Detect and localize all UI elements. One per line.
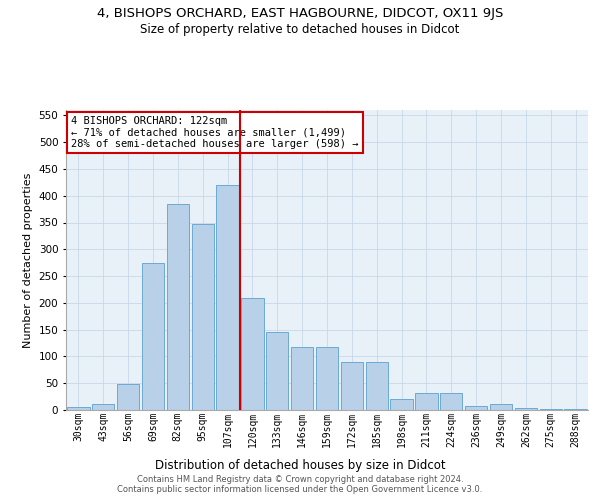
- Text: Contains HM Land Registry data © Crown copyright and database right 2024.
Contai: Contains HM Land Registry data © Crown c…: [118, 474, 482, 494]
- Bar: [365, 362, 388, 410]
- Bar: [217, 185, 239, 410]
- Text: Size of property relative to detached houses in Didcot: Size of property relative to detached ho…: [140, 22, 460, 36]
- Text: 4 BISHOPS ORCHARD: 122sqm
← 71% of detached houses are smaller (1,499)
28% of se: 4 BISHOPS ORCHARD: 122sqm ← 71% of detac…: [71, 116, 359, 149]
- Text: Distribution of detached houses by size in Didcot: Distribution of detached houses by size …: [155, 460, 445, 472]
- Bar: [565, 409, 587, 410]
- Bar: [191, 224, 214, 410]
- Y-axis label: Number of detached properties: Number of detached properties: [23, 172, 33, 348]
- Bar: [92, 404, 115, 410]
- Bar: [465, 406, 487, 410]
- Bar: [117, 384, 139, 410]
- Bar: [291, 348, 313, 410]
- Bar: [415, 393, 437, 410]
- Bar: [490, 404, 512, 410]
- Bar: [440, 393, 463, 410]
- Bar: [142, 262, 164, 410]
- Bar: [316, 347, 338, 410]
- Bar: [515, 408, 537, 410]
- Bar: [167, 204, 189, 410]
- Text: 4, BISHOPS ORCHARD, EAST HAGBOURNE, DIDCOT, OX11 9JS: 4, BISHOPS ORCHARD, EAST HAGBOURNE, DIDC…: [97, 8, 503, 20]
- Bar: [391, 400, 413, 410]
- Bar: [67, 408, 89, 410]
- Bar: [241, 298, 263, 410]
- Bar: [341, 362, 363, 410]
- Bar: [539, 409, 562, 410]
- Bar: [266, 332, 289, 410]
